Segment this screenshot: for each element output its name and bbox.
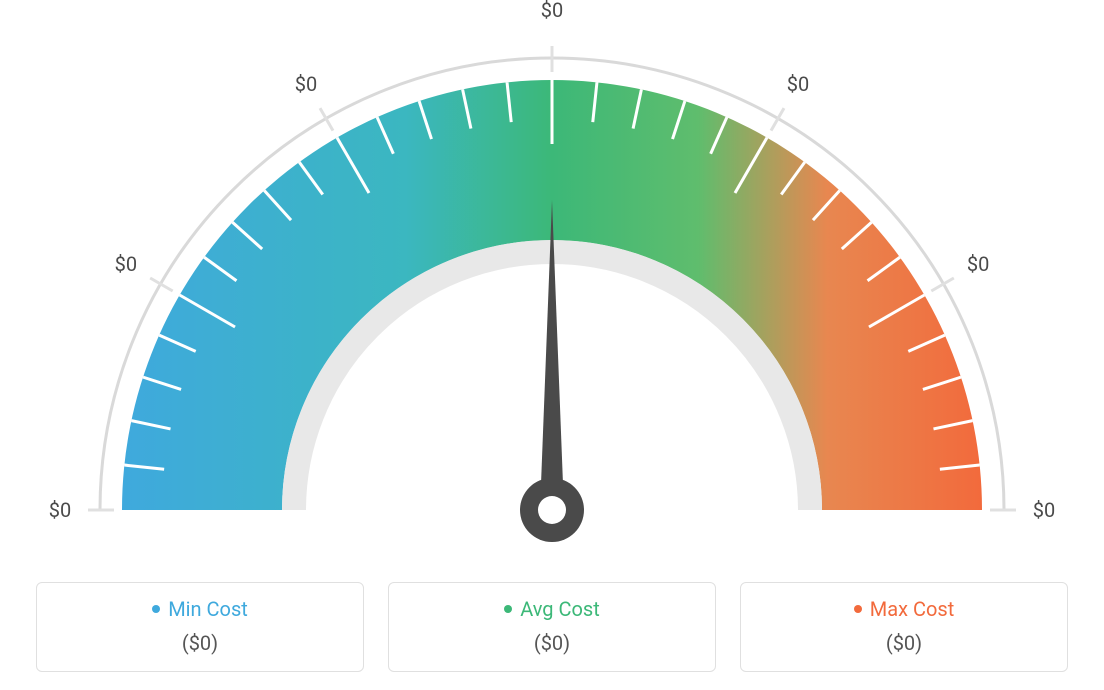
gauge-scale-label: $0 [787, 72, 809, 96]
gauge-scale-label: $0 [115, 252, 137, 276]
legend-label-min: Min Cost [168, 597, 248, 621]
legend-dot-icon [854, 605, 862, 613]
legend-card-min: Min Cost ($0) [36, 582, 364, 672]
gauge-scale-label: $0 [49, 498, 71, 522]
legend-row: Min Cost ($0) Avg Cost ($0) Max Cost ($0) [36, 582, 1068, 672]
cost-gauge-infographic: $0$0$0$0$0$0$0 Min Cost($0)Avg Cost($0)M… [0, 0, 1104, 690]
gauge-scale-label: $0 [541, 0, 563, 22]
legend-value-max: ($0) [741, 631, 1067, 655]
legend-card-avg: Avg Cost ($0) [388, 582, 716, 672]
legend-value-min: ($0) [37, 631, 363, 655]
legend-label-max: Max Cost [870, 597, 955, 621]
gauge-scale-label: $0 [295, 72, 317, 96]
legend-label-avg: Avg Cost [520, 597, 600, 621]
gauge-needle-hub-hole [538, 496, 566, 524]
legend-dot-icon [152, 605, 160, 613]
gauge-chart: $0$0$0$0$0$0$0 [52, 10, 1052, 550]
gauge-svg [52, 10, 1052, 550]
legend-title-min: Min Cost [152, 597, 248, 621]
legend-title-avg: Avg Cost [504, 597, 600, 621]
legend-value-avg: ($0) [389, 631, 715, 655]
legend-title-max: Max Cost [854, 597, 955, 621]
gauge-scale-label: $0 [967, 252, 989, 276]
legend-card-max: Max Cost ($0) [740, 582, 1068, 672]
gauge-scale-label: $0 [1033, 498, 1055, 522]
legend-dot-icon [504, 605, 512, 613]
